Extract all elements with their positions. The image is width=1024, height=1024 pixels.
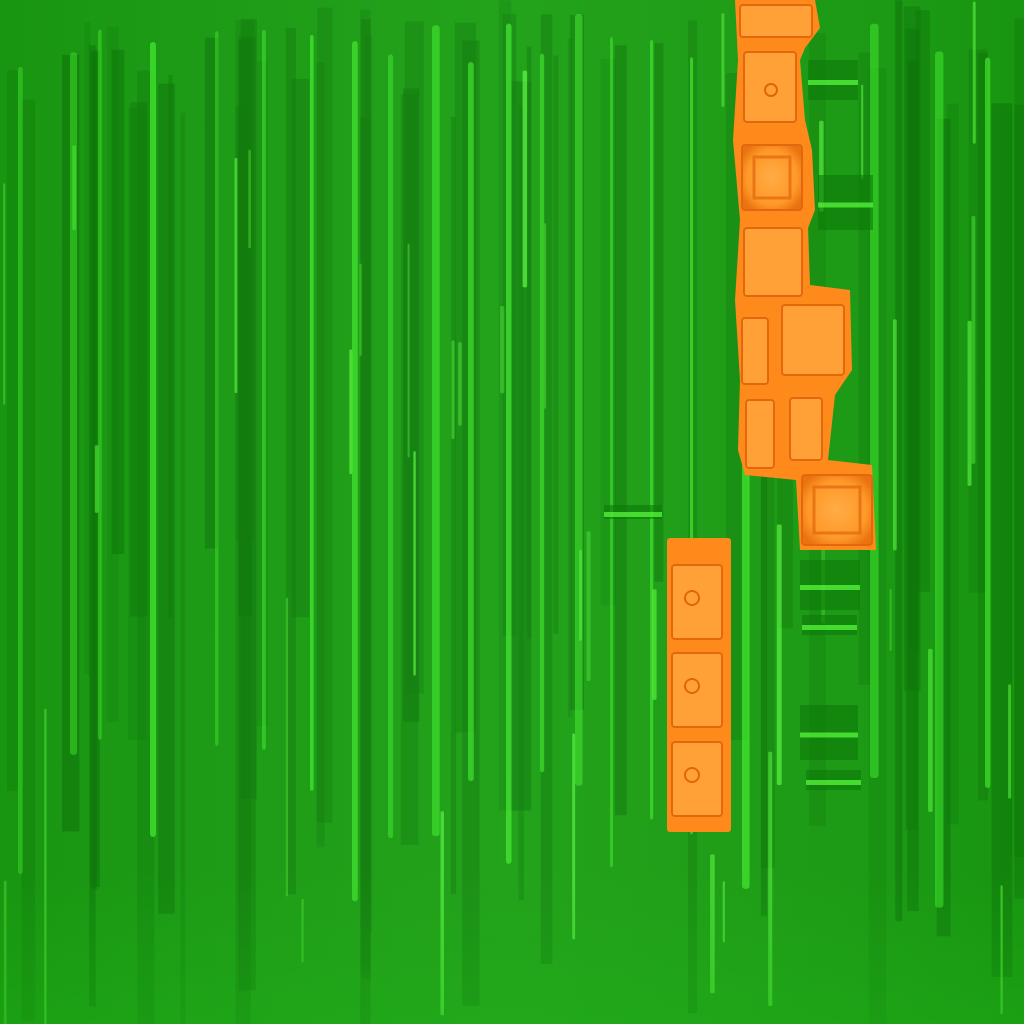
rung-highlight (818, 202, 873, 208)
rung-highlight (808, 80, 858, 85)
accent-block (739, 4, 813, 38)
accent-block (741, 317, 769, 385)
bolt-mark (684, 678, 700, 694)
bottom-band (0, 870, 1024, 1024)
accent-block (789, 397, 823, 461)
bolt-mark (764, 83, 778, 97)
accent-block (743, 51, 797, 123)
rung-highlight (604, 512, 662, 517)
rung-highlight (806, 780, 861, 785)
accent-inset (752, 155, 792, 200)
rung-highlight (800, 732, 858, 738)
accent-block (741, 144, 803, 211)
accent-block (781, 304, 845, 376)
bolt-mark (684, 590, 700, 606)
ladder-rung-marks (604, 60, 873, 790)
accent-strip-lower (667, 538, 731, 832)
rung-highlight (800, 585, 860, 590)
accent-block (801, 474, 873, 546)
accent-block (743, 227, 803, 297)
bolt-mark (684, 767, 700, 783)
rung-highlight (802, 625, 857, 630)
accent-inset (812, 485, 862, 535)
accent-block (745, 399, 775, 469)
accent-strip-upper (733, 0, 876, 550)
